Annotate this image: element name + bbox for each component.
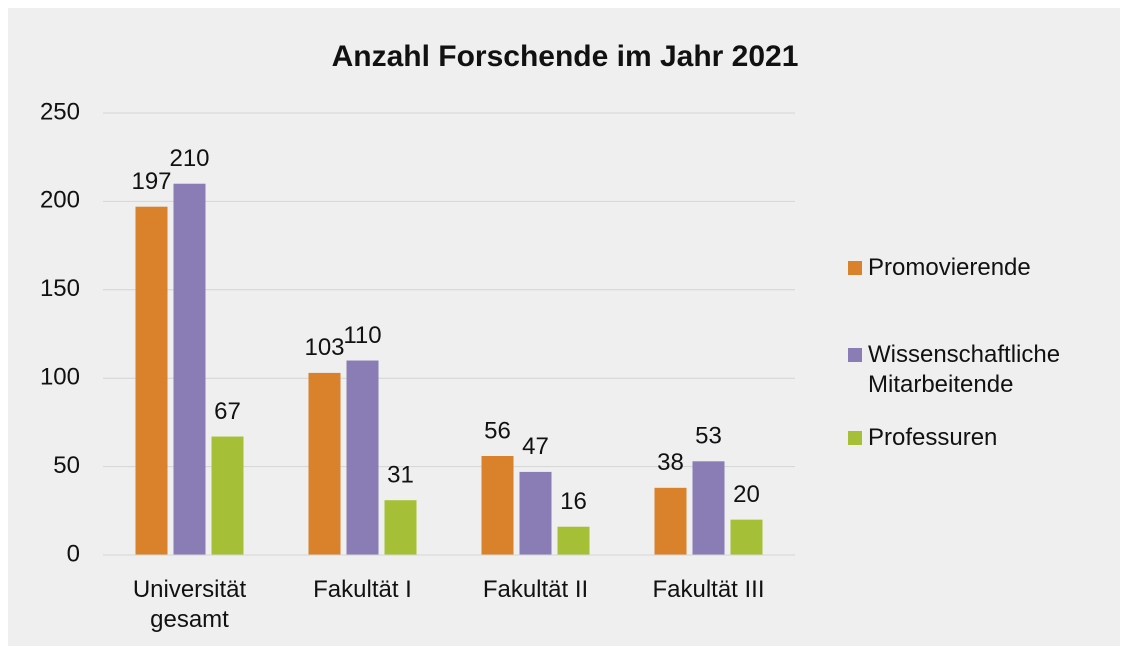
x-tick-label: Fakultät III xyxy=(652,576,765,603)
legend-swatch xyxy=(848,261,862,275)
x-tick-label: Fakultät I xyxy=(313,576,412,603)
data-label: 197 xyxy=(131,168,171,195)
y-tick-label: 200 xyxy=(40,187,80,214)
y-tick-label: 0 xyxy=(67,540,80,567)
bar xyxy=(135,206,168,556)
y-tick-label: 150 xyxy=(40,275,80,302)
legend-label: Professuren xyxy=(868,424,998,451)
data-label: 110 xyxy=(343,322,381,349)
bar xyxy=(692,461,725,555)
bar xyxy=(481,455,514,555)
y-tick-label: 100 xyxy=(40,364,80,391)
y-tick-label: 50 xyxy=(53,452,80,479)
legend-swatch xyxy=(848,348,862,362)
bar xyxy=(346,360,379,555)
data-label: 103 xyxy=(304,334,344,361)
data-label: 16 xyxy=(560,488,587,515)
bar xyxy=(308,372,341,555)
bar xyxy=(384,500,417,555)
data-label: 210 xyxy=(169,145,209,172)
bar xyxy=(173,183,206,555)
bar xyxy=(730,519,763,555)
data-label: 53 xyxy=(695,423,722,450)
bar xyxy=(557,526,590,555)
data-label: 67 xyxy=(214,398,241,425)
y-tick-label: 250 xyxy=(40,98,80,125)
data-label: 31 xyxy=(387,462,414,489)
legend-label: Wissenschaftliche Mitarbeitende xyxy=(868,341,1061,398)
bar xyxy=(211,436,244,555)
data-label: 47 xyxy=(522,433,549,460)
data-label: 38 xyxy=(657,449,684,476)
legend-label: Promovierende xyxy=(868,254,1031,281)
legend-swatch xyxy=(848,431,862,445)
data-label: 20 xyxy=(733,481,760,508)
data-label: 56 xyxy=(484,417,511,444)
x-tick-label: Fakultät II xyxy=(482,576,589,603)
x-tick-label: Universität gesamt xyxy=(132,576,247,633)
bar xyxy=(519,471,552,555)
chart-title: Anzahl Forschende im Jahr 2021 xyxy=(332,40,799,73)
bar xyxy=(654,487,687,555)
